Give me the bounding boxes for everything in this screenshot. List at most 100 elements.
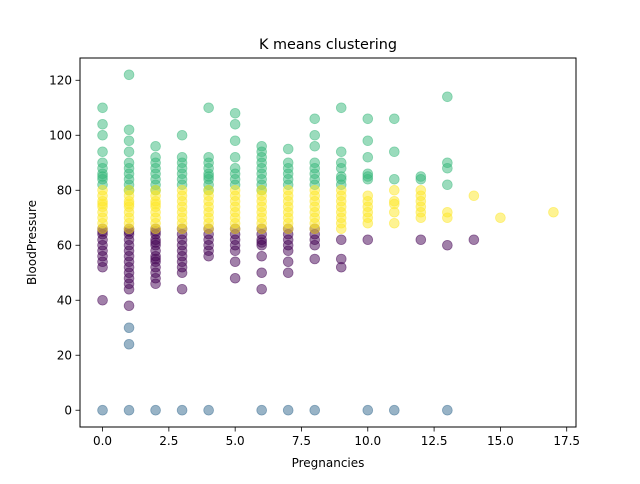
cluster-0-point-70: [282, 256, 294, 268]
cluster-3-point-92: [389, 195, 400, 207]
cluster-3-point-58: [256, 184, 267, 196]
data-points: [97, 69, 559, 416]
y-axis-label: BloodPressure: [25, 200, 39, 285]
cluster-2-point-27: [150, 140, 161, 152]
cluster-2-point-87: [362, 113, 374, 125]
cluster-2-point-66: [282, 143, 294, 155]
cluster-2-point-60: [256, 140, 267, 152]
y-tick-label: 20: [57, 349, 72, 363]
x-axis: 0.0 2.5 5.0 7.5 10.0 12.5 15.0 17.5: [93, 427, 580, 448]
cluster-2-point-34: [176, 129, 188, 141]
cluster-2-point-93: [442, 179, 453, 191]
cluster-3-point-101: [442, 206, 453, 218]
cluster-2-point-50: [229, 118, 241, 130]
cluster-2-point-16: [123, 146, 135, 158]
cluster-3-point-66: [282, 184, 294, 196]
x-tick-label: 15.0: [487, 434, 514, 448]
cluster-2-point-90: [389, 113, 400, 125]
cluster-3-point-103: [495, 212, 506, 224]
cluster-1-point-3: [123, 322, 135, 334]
cluster-0-point-83: [335, 234, 347, 246]
cluster-1-point-5: [176, 404, 188, 416]
cluster-3-point-17: [123, 184, 135, 196]
cluster-2-point-6: [97, 146, 108, 158]
cluster-0-point-0: [97, 294, 108, 306]
cluster-0-point-10: [123, 300, 135, 312]
cluster-3-point-89: [389, 217, 400, 229]
cluster-2-point-86: [362, 135, 374, 147]
x-axis-label: Pregnancies: [292, 456, 365, 470]
cluster-0-point-86: [442, 239, 453, 251]
cluster-0-point-69: [282, 267, 294, 279]
cluster-2-point-18: [123, 124, 135, 136]
cluster-0-point-85: [415, 234, 427, 246]
y-tick-label: 120: [49, 74, 72, 88]
y-tick-label: 60: [57, 239, 72, 253]
cluster-2-point-88: [389, 173, 400, 185]
cluster-3-point-42: [203, 184, 214, 196]
cluster-2-point-80: [335, 146, 347, 158]
cluster-0-point-82: [335, 253, 347, 265]
cluster-2-point-95: [442, 157, 453, 169]
cluster-3-point-26: [150, 184, 161, 196]
cluster-0-point-38: [176, 283, 188, 295]
cluster-1-point-7: [256, 404, 267, 416]
y-tick-label: 0: [64, 404, 72, 418]
cluster-3-point-82: [335, 184, 347, 196]
cluster-2-point-5: [97, 157, 108, 169]
cluster-1-point-9: [309, 404, 321, 416]
cluster-1-point-6: [203, 404, 214, 416]
cluster-1-point-4: [150, 404, 161, 416]
cluster-0-point-63: [256, 250, 267, 262]
x-tick-label: 17.5: [553, 434, 580, 448]
cluster-1-point-12: [442, 404, 453, 416]
cluster-2-point-65: [282, 157, 294, 169]
cluster-2-point-89: [389, 146, 400, 158]
cluster-2-point-72: [309, 140, 321, 152]
cluster-2-point-48: [229, 151, 241, 163]
cluster-3-point-50: [229, 184, 241, 196]
cluster-2-point-42: [203, 151, 214, 163]
cluster-3-point-8: [97, 184, 108, 196]
cluster-1-point-0: [97, 404, 108, 416]
cluster-2-point-84: [362, 168, 374, 180]
cluster-1-point-10: [362, 404, 374, 416]
x-tick-label: 7.5: [292, 434, 311, 448]
plot-frame: [79, 57, 577, 428]
cluster-2-point-33: [176, 151, 188, 163]
cluster-1-point-8: [282, 404, 294, 416]
cluster-2-point-19: [123, 69, 135, 81]
cluster-0-point-54: [229, 272, 241, 284]
y-tick-label: 40: [57, 294, 72, 308]
cluster-3-point-102: [468, 190, 480, 202]
cluster-1-point-2: [123, 338, 135, 350]
x-tick-label: 2.5: [159, 434, 178, 448]
cluster-1-point-1: [123, 404, 135, 416]
cluster-1-point-11: [389, 404, 400, 416]
x-tick-label: 0.0: [93, 434, 112, 448]
cluster-2-point-49: [229, 135, 241, 147]
cluster-2-point-47: [229, 162, 241, 174]
cluster-2-point-9: [97, 102, 108, 114]
cluster-3-point-99: [415, 184, 427, 196]
cluster-2-point-73: [309, 129, 321, 141]
x-tick-label: 12.5: [421, 434, 448, 448]
cluster-2-point-15: [123, 157, 135, 169]
x-tick-label: 10.0: [354, 434, 381, 448]
cluster-2-point-7: [97, 129, 108, 141]
cluster-0-point-62: [256, 267, 267, 279]
cluster-2-point-92: [415, 171, 427, 182]
cluster-2-point-79: [335, 157, 347, 169]
cluster-2-point-26: [150, 151, 161, 163]
cluster-3-point-93: [389, 184, 400, 196]
cluster-2-point-85: [362, 151, 374, 163]
cluster-2-point-51: [229, 107, 241, 119]
chart-title: K means clustering: [259, 37, 397, 53]
cluster-3-point-74: [309, 184, 321, 196]
y-axis: 0 20 40 60 80 100 120: [49, 74, 80, 418]
cluster-0-point-61: [256, 283, 267, 295]
cluster-3-point-104: [548, 206, 559, 218]
cluster-0-point-87: [468, 234, 480, 246]
cluster-2-point-17: [123, 135, 135, 147]
